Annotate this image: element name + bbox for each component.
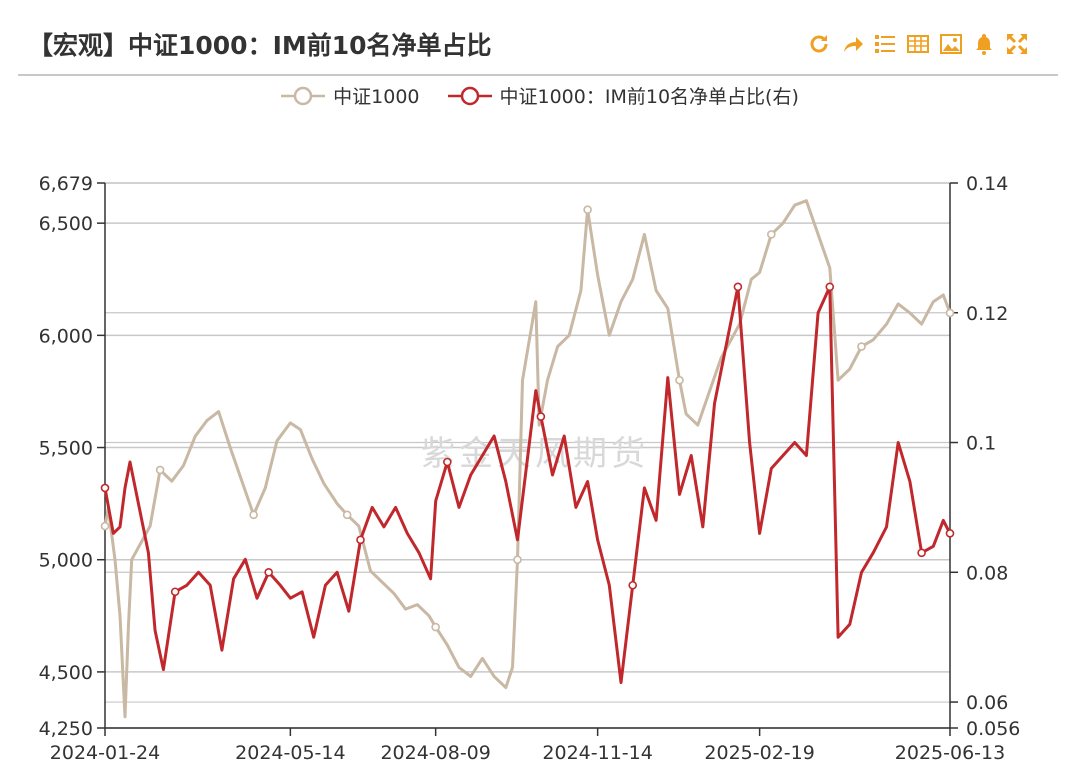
series-0-point-8 [155,465,165,475]
y-left-tick-label-0: 4,250 [39,718,93,740]
chart-header: 【宏观】中证1000：IM前10名净单占比 [0,0,1080,76]
legend: 中证1000 中证1000：IM前10名净单占比(右) [0,82,1080,109]
y-right-tick-label-2: 0.08 [966,562,1008,584]
series-1-point-32 [443,457,452,467]
share-icon[interactable] [839,30,865,58]
series-1-point-0 [100,483,110,493]
x-tick-label-5: 2025-06-13 [895,742,1005,764]
y-left-tick-label-2: 5,000 [39,550,93,572]
y-right-tick-label-1: 0.06 [966,692,1008,714]
bell-icon[interactable] [971,30,997,58]
series-0-point-0 [100,521,110,531]
y-right-tick-label-5: 0.14 [966,173,1008,195]
series-1-point-16 [264,567,273,577]
y-right-tick-label-4: 0.12 [966,303,1008,325]
series-1-point-64 [825,282,835,292]
series-0-point-24 [342,510,352,520]
series-1-point-72 [917,548,926,558]
series-1-point-40 [536,412,546,421]
series-0-point-56 [675,375,684,385]
y-right-tick-label-0: 0.056 [966,718,1020,740]
legend-label-index: 中证1000 [333,86,420,108]
x-tick-label-2: 2024-08-09 [380,742,490,764]
fullscreen-icon[interactable] [1004,30,1030,58]
series-1-point-75 [945,529,955,538]
legend-item-ratio[interactable]: 中证1000：IM前10名净单占比(右) [447,82,799,109]
x-tick-label-0: 2024-01-24 [50,742,160,764]
series-1-point-48 [628,580,638,590]
series-0-point-32 [431,622,440,632]
y-left-tick-label-6: 6,679 [39,173,93,195]
list-icon[interactable] [872,30,898,58]
toolbar [806,30,1030,58]
series-1-point-56 [733,282,743,292]
legend-label-ratio: 中证1000：IM前10名净单占比(右) [499,86,799,108]
watermark: 紫金天风期货 [421,434,649,474]
header-divider [18,74,1058,76]
series-0-point-64 [767,230,776,239]
legend-swatch-index [281,86,326,105]
refresh-icon[interactable] [806,30,832,58]
x-tick-label-3: 2024-11-14 [542,742,652,764]
series-0-point-48 [583,205,592,215]
y-left-tick-label-3: 5,500 [39,438,93,460]
y-left-tick-label-4: 6,000 [39,325,93,347]
series-0-point-80 [945,308,955,318]
y-left-tick-label-1: 4,500 [39,662,93,684]
series-1-point-24 [356,535,365,545]
series-0-point-16 [249,510,258,520]
series-1-point-8 [170,587,180,597]
series-line-1 [103,285,952,685]
legend-swatch-ratio [447,86,492,105]
series-0-point-40 [513,555,522,565]
chart-title: 【宏观】中证1000：IM前10名净单占比 [28,31,492,60]
series-0-point-72 [857,342,866,351]
image-icon[interactable] [938,30,964,58]
x-tick-label-1: 2024-05-14 [235,742,345,764]
legend-item-index[interactable]: 中证1000 [281,82,420,109]
x-tick-label-4: 2025-02-19 [704,742,814,764]
y-right-tick-label-3: 0.1 [966,433,996,455]
y-left-tick-label-5: 6,500 [39,213,93,235]
table-icon[interactable] [905,30,931,58]
